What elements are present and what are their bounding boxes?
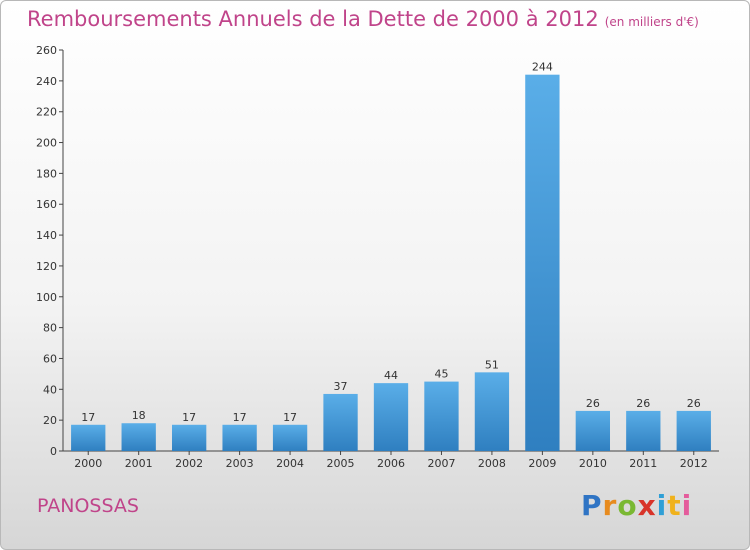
commune-name: PANOSSAS — [37, 495, 139, 517]
data-label-2012: 26 — [687, 397, 701, 410]
bar-2008 — [474, 372, 510, 451]
y-tick-label: 40 — [43, 383, 57, 396]
y-tick-label: 0 — [50, 445, 57, 458]
bar-2011 — [626, 410, 661, 451]
data-label-2002: 17 — [182, 411, 196, 424]
x-tick-label-2005: 2005 — [327, 457, 355, 470]
x-tick-label-2003: 2003 — [226, 457, 254, 470]
bar-2004 — [272, 424, 308, 451]
chart-title: Remboursements Annuels de la Dette de 20… — [27, 7, 699, 31]
y-tick-label: 240 — [36, 75, 57, 88]
y-tick-label: 60 — [43, 352, 57, 365]
data-label-2011: 26 — [636, 397, 650, 410]
x-tick-label-2001: 2001 — [125, 457, 153, 470]
y-tick-label: 200 — [36, 137, 57, 150]
bar-2000 — [71, 424, 106, 451]
y-tick-label: 100 — [36, 291, 57, 304]
y-tick-label: 220 — [36, 106, 57, 119]
x-tick-label-2000: 2000 — [74, 457, 102, 470]
data-label-2003: 17 — [233, 411, 247, 424]
data-label-2008: 51 — [485, 358, 499, 371]
chart-title-text: Remboursements Annuels de la Dette de 20… — [27, 7, 599, 31]
y-tick-label: 180 — [36, 167, 57, 180]
bar-2001 — [121, 423, 156, 451]
y-tick-label: 20 — [43, 414, 57, 427]
data-label-2007: 45 — [434, 368, 448, 381]
x-tick-label-2002: 2002 — [175, 457, 203, 470]
x-tick-label-2008: 2008 — [478, 457, 506, 470]
bar-2010 — [575, 410, 611, 451]
proxiti-logo: Proxiti — [581, 489, 693, 522]
y-tick-label: 120 — [36, 260, 57, 273]
x-tick-label-2010: 2010 — [579, 457, 607, 470]
data-label-2006: 44 — [384, 369, 398, 382]
y-tick-label: 80 — [43, 322, 57, 335]
x-tick-label-2007: 2007 — [427, 457, 455, 470]
x-tick-label-2004: 2004 — [276, 457, 304, 470]
x-tick-label-2012: 2012 — [680, 457, 708, 470]
bar-2006 — [373, 383, 409, 451]
data-label-2004: 17 — [283, 411, 297, 424]
data-label-2005: 37 — [334, 380, 348, 393]
data-label-2010: 26 — [586, 397, 600, 410]
bar-2005 — [323, 393, 358, 451]
data-label-2000: 17 — [81, 411, 95, 424]
bar-2009 — [525, 74, 560, 451]
x-tick-label-2009: 2009 — [528, 457, 556, 470]
bar-2003 — [222, 424, 257, 451]
y-tick-label: 160 — [36, 198, 57, 211]
bar-2012 — [676, 410, 711, 451]
x-tick-label-2006: 2006 — [377, 457, 405, 470]
bar-2007 — [424, 381, 459, 451]
bar-2002 — [171, 424, 207, 451]
data-label-2009: 244 — [532, 61, 553, 74]
data-label-2001: 18 — [132, 409, 146, 422]
x-tick-label-2011: 2011 — [629, 457, 657, 470]
chart-unit: (en milliers d'€) — [604, 15, 699, 29]
y-tick-label: 140 — [36, 229, 57, 242]
y-tick-label: 260 — [36, 44, 57, 57]
